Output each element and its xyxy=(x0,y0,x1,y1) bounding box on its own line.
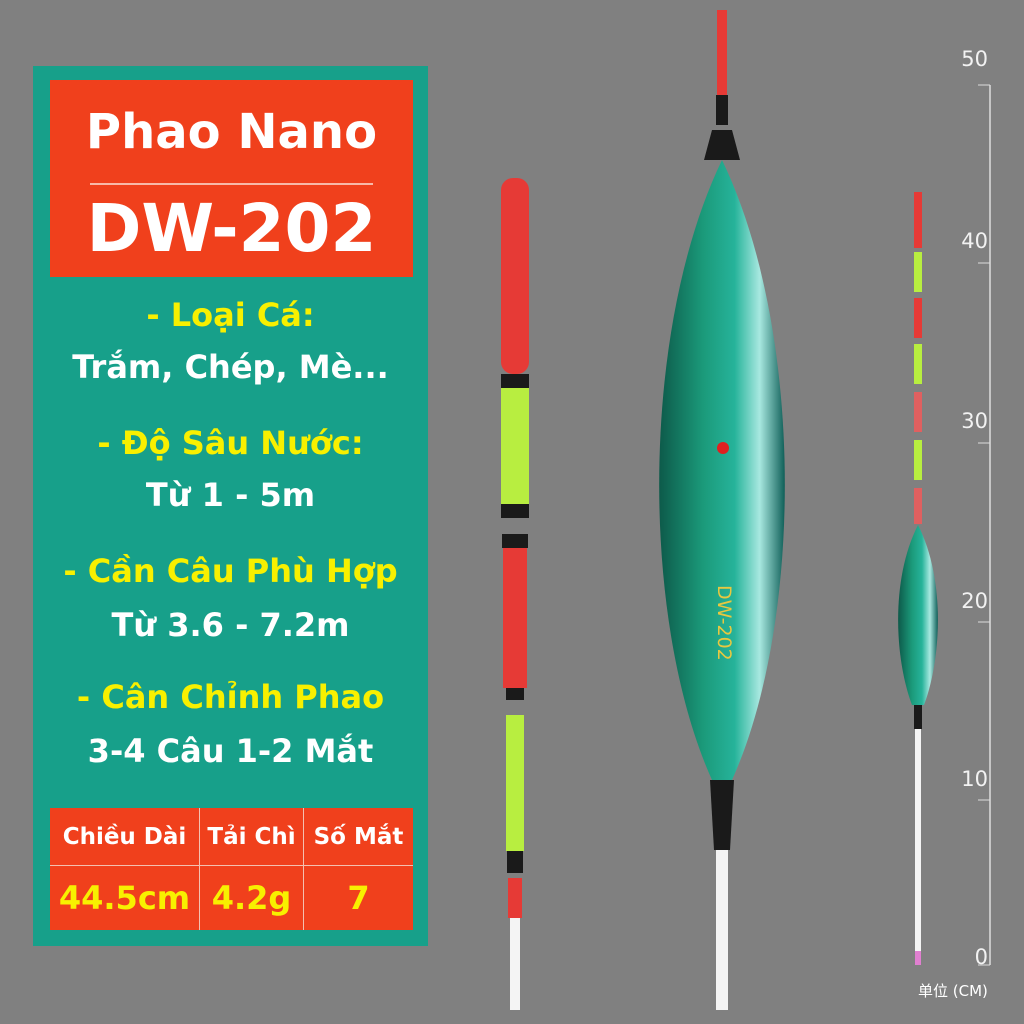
float-main: DW-202 xyxy=(659,10,785,1010)
ruler xyxy=(978,84,991,966)
table-value-load: 4.2g xyxy=(200,866,304,930)
product-model: DW-202 xyxy=(86,190,377,267)
product-title: Phao Nano xyxy=(85,104,378,160)
table-value-marks: 7 xyxy=(347,879,370,917)
title-box: Phao Nano DW-202 xyxy=(50,80,413,277)
spec-label-depth: - Độ Sâu Nước: xyxy=(97,424,364,462)
spec-label-fish: - Loại Cá: xyxy=(146,296,315,334)
float-tip-closeup xyxy=(501,178,529,1010)
table-header-length: Chiều Dài xyxy=(50,808,200,866)
spec-label-balance: - Cân Chỉnh Phao xyxy=(76,678,385,716)
spec-value-balance: 3-4 Câu 1-2 Mắt xyxy=(87,732,374,770)
spec-value-depth: Từ 1 - 5m xyxy=(145,476,316,514)
spec-value-fish: Trắm, Chép, Mè... xyxy=(72,348,389,386)
ruler-unit: 单位 (CM) xyxy=(918,982,988,1000)
spec-label-rod: - Cần Câu Phù Hợp xyxy=(63,552,398,590)
table-header-load: Tải Chì xyxy=(200,808,304,866)
spec-value-rod: Từ 3.6 - 7.2m xyxy=(111,606,350,644)
table-value-length: 44.5cm xyxy=(50,866,200,930)
float-scale-model xyxy=(898,192,938,965)
float-model-text: DW-202 xyxy=(713,585,735,661)
ruler-tick-20: 20 xyxy=(961,589,988,613)
ruler-tick-30: 30 xyxy=(961,409,988,433)
ruler-tick-50: 50 xyxy=(961,47,988,71)
ruler-tick-40: 40 xyxy=(961,229,988,253)
table-header-marks: Số Mắt xyxy=(304,808,413,866)
info-panel: Phao Nano DW-202 - Loại Cá: Trắm, Chép, … xyxy=(33,66,428,946)
ruler-tick-0: 0 xyxy=(974,945,988,969)
title-divider xyxy=(90,183,373,185)
ruler-tick-10: 10 xyxy=(961,767,988,791)
spec-table: Chiều Dài Tải Chì Số Mắt 44.5cm 4.2g 7 xyxy=(50,808,413,930)
